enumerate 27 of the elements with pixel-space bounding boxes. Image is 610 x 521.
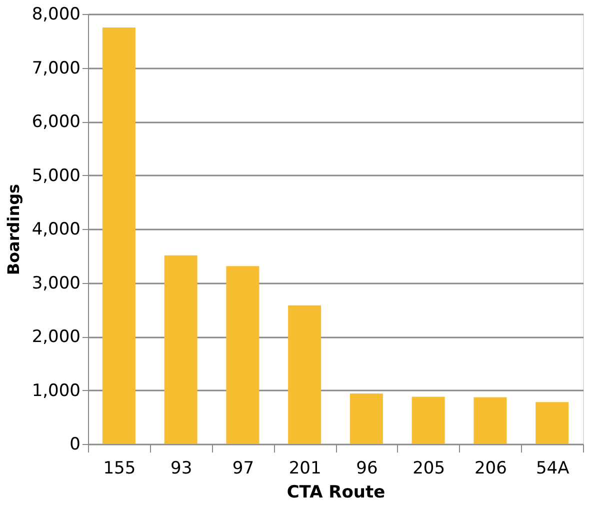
bar [474,397,507,444]
y-tick-label: 4,000 [32,220,80,240]
bar [350,393,383,444]
y-tick-label: 8,000 [32,4,80,24]
x-tick-label: 97 [232,458,254,478]
y-tick-label: 2,000 [32,327,80,347]
bar [226,266,260,444]
x-tick-label: 205 [412,458,446,478]
y-tick-label: 7,000 [32,58,80,78]
y-tick-label: 1,000 [32,380,80,401]
x-tick-label: 201 [288,458,322,478]
bar [102,27,136,444]
x-axis-title: CTA Route [286,482,386,502]
bar [288,305,322,444]
bar [164,255,198,444]
x-tick-label: 96 [356,458,378,478]
y-tick-label: 0 [70,434,80,454]
bar [412,396,445,444]
x-tick-label: 54A [536,458,570,478]
y-tick-label: 5,000 [32,166,80,186]
x-tick-label: 93 [170,458,192,478]
y-axis-title: Boardings [4,184,23,276]
bar [536,402,569,444]
y-tick-label: 3,000 [32,273,80,294]
x-tick-label: 206 [474,458,507,478]
x-tick-label: 155 [103,458,136,478]
y-tick-label: 6,000 [32,112,80,132]
